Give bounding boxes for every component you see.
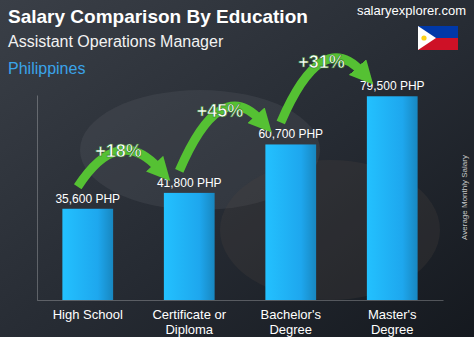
annotations: +18% +45% +31%: [95, 52, 345, 161]
x-tick-label: Certificate orDiploma: [152, 307, 226, 336]
x-axis: High School Certificate orDiploma Bachelor…: [38, 300, 444, 337]
x-axis-line: [38, 300, 444, 301]
bar: [62, 209, 113, 300]
x-tick: Bachelor'sDegree: [261, 300, 322, 337]
bar: [265, 144, 316, 300]
location: Philippines: [8, 60, 85, 77]
x-tick-label: Master'sDegree: [368, 307, 417, 336]
x-tick: Master'sDegree: [368, 300, 417, 337]
flag-sun: [421, 35, 426, 40]
data-labels: 35,600 PHP 41,800 PHP 60,700 PHP 79,500 PHP: [55, 79, 424, 205]
x-tick: Certificate orDiploma: [152, 300, 226, 337]
y-axis: [37, 96, 38, 301]
x-tick-label: High School: [53, 307, 123, 322]
annotation: +18%: [95, 141, 142, 161]
data-label: 35,600 PHP: [55, 192, 120, 206]
data-label: 79,500 PHP: [360, 79, 425, 93]
annotation: +31%: [298, 52, 345, 72]
data-label: 41,800 PHP: [157, 176, 222, 190]
flag: [418, 26, 458, 50]
x-tick-label: Bachelor'sDegree: [261, 307, 322, 336]
bar: [367, 96, 418, 300]
x-tick: High School: [53, 300, 123, 322]
annotation-arrows: [78, 58, 363, 187]
source: salaryexplorer.com: [357, 3, 466, 18]
subtitle: Assistant Operations Manager: [8, 33, 224, 50]
flag-triangle: [418, 26, 436, 50]
title: Salary Comparison By Education: [8, 6, 308, 27]
annotation: +45%: [197, 101, 244, 121]
chart: Salary Comparison By Education Assistant …: [0, 0, 474, 337]
y-axis-line: [37, 96, 38, 301]
background: [0, 0, 474, 337]
data-label: 60,700 PHP: [258, 127, 323, 141]
bar: [164, 193, 215, 300]
y-axis-title: Average Monthly Salary: [460, 155, 469, 240]
